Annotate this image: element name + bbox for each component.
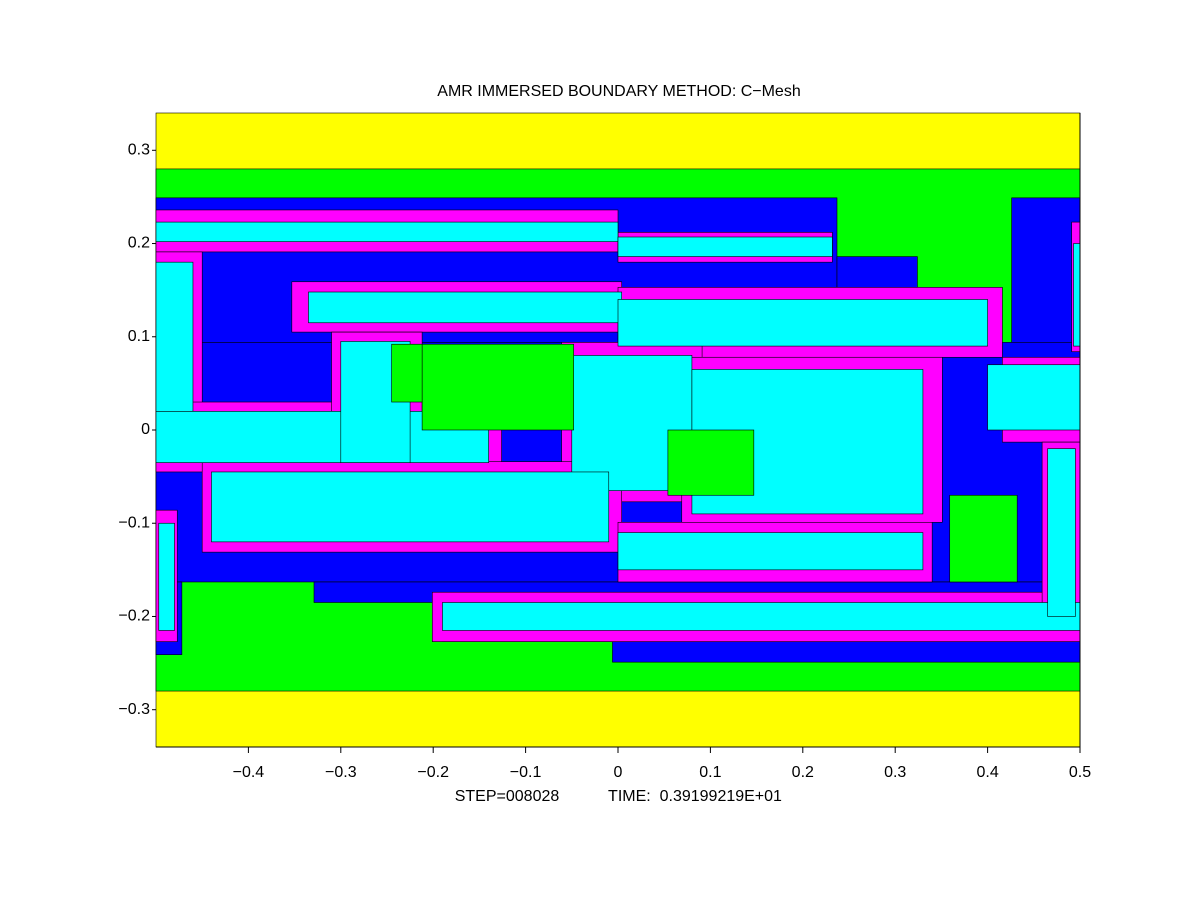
x-tick-label: 0.3 (884, 764, 906, 781)
x-tick-label: −0.4 (233, 764, 265, 781)
mesh-patch (421, 343, 574, 431)
mesh-patch (155, 221, 619, 242)
step-label: STEP=008028 (455, 788, 560, 805)
x-tick-label: 0.5 (1069, 764, 1091, 781)
mesh-patch (617, 236, 833, 257)
mesh-patch (667, 429, 755, 496)
time-label: TIME: 0.39199219E+01 (608, 788, 782, 805)
mesh-patch (617, 299, 988, 347)
mesh-patch (1073, 243, 1081, 347)
mesh-patch (617, 532, 924, 571)
plot-area (155, 112, 1081, 748)
x-tick-label: −0.1 (510, 764, 542, 781)
chart-title: AMR IMMERSED BOUNDARY METHOD: C−Mesh (437, 83, 800, 100)
y-tick-label: 0.2 (128, 235, 150, 252)
x-tick-label: −0.3 (325, 764, 357, 781)
y-tick-label: −0.2 (118, 608, 150, 625)
mesh-patch (442, 602, 1081, 631)
y-tick-label: −0.3 (118, 701, 150, 718)
y-tick-label: −0.1 (118, 514, 150, 531)
mesh-patch (1011, 197, 1081, 358)
y-tick-label: 0.1 (128, 328, 150, 345)
x-tick-label: 0.4 (976, 764, 998, 781)
x-tick-label: 0.1 (699, 764, 721, 781)
mesh-patch (155, 261, 194, 412)
x-tick-label: 0 (614, 764, 623, 781)
y-tick-label: 0.3 (128, 142, 150, 159)
x-tick-label: 0.2 (792, 764, 814, 781)
mesh-patch (308, 291, 622, 324)
mesh-patch (211, 471, 610, 543)
mesh-patch (612, 641, 1081, 663)
mesh-patch (987, 364, 1081, 431)
mesh-patch (391, 343, 423, 403)
x-tick-label: −0.2 (417, 764, 449, 781)
mesh-patch (1047, 448, 1076, 617)
mesh-patch (158, 522, 175, 631)
y-tick-label: 0 (141, 421, 150, 438)
mesh-patch (949, 494, 1018, 583)
